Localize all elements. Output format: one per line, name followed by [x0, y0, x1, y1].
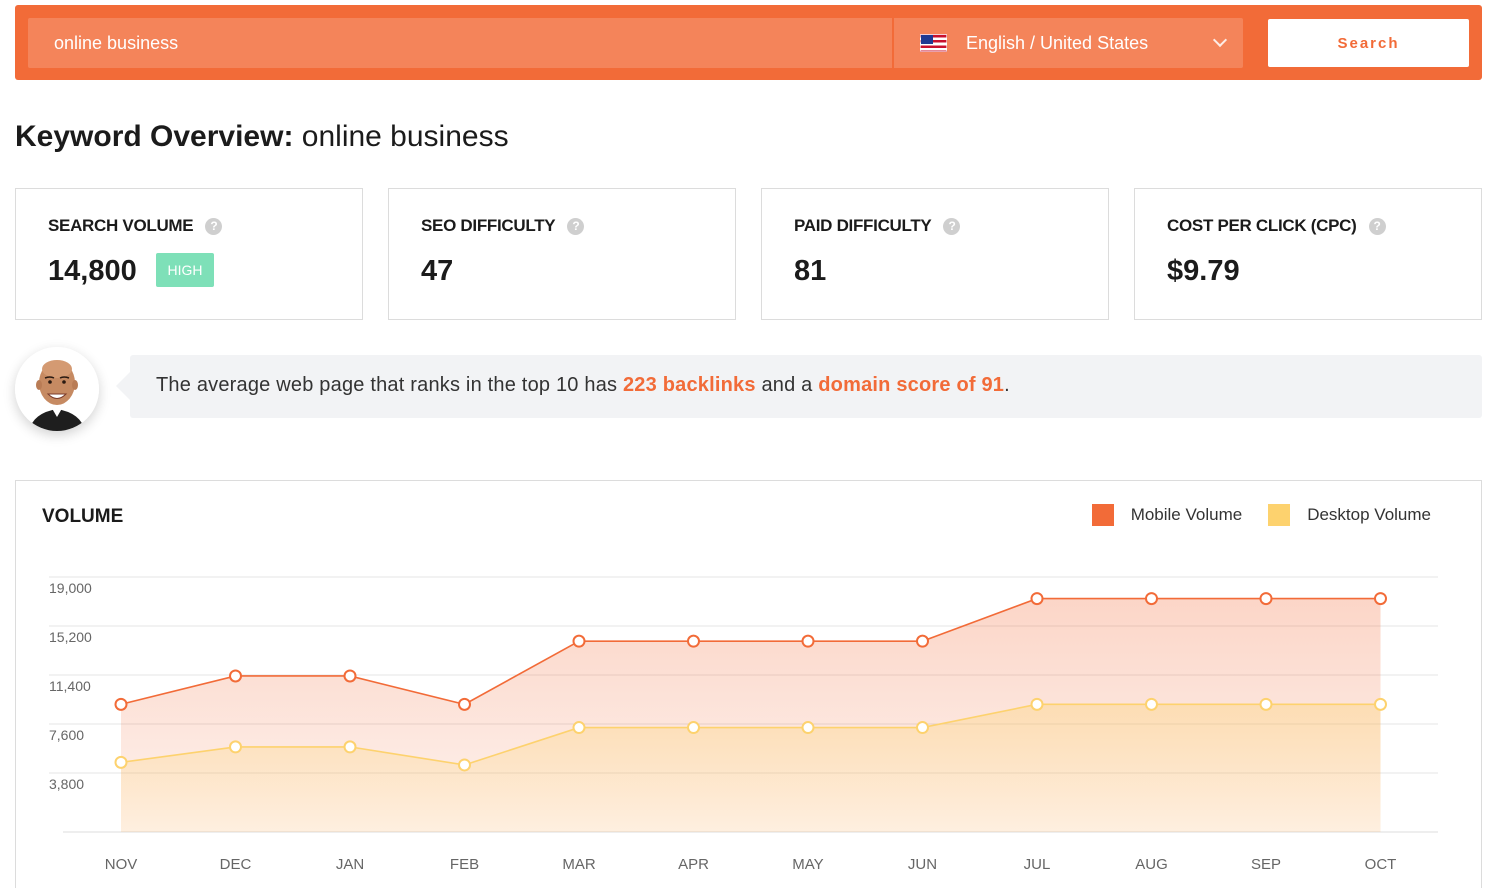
- chart-title: VOLUME: [42, 506, 124, 527]
- desktop-data-point: [916, 721, 929, 735]
- chart-legend: Mobile Volume Desktop Volume: [1066, 504, 1431, 526]
- mobile-data-point: [1374, 592, 1387, 606]
- page-title-label: Keyword Overview:: [15, 120, 294, 153]
- portrait-illustration: [15, 347, 99, 431]
- desktop-data-point: [1145, 697, 1158, 711]
- insight-banner: The average web page that ranks in the t…: [116, 355, 1482, 418]
- mobile-series-line: [120, 597, 1381, 706]
- paid-difficulty-label: PAID DIFFICULTY: [794, 216, 932, 235]
- help-icon[interactable]: ?: [205, 217, 223, 235]
- desktop-data-point: [458, 758, 471, 772]
- seo-difficulty-value: 47: [421, 255, 454, 287]
- x-tick-label: MAR: [562, 856, 596, 873]
- desktop-data-point: [229, 740, 242, 754]
- volume-chart: 19,000 15,200 11,400 7,600 3,800 NOV DEC JAN FEB…: [49, 576, 1438, 873]
- y-tick-label: 15,200: [49, 629, 92, 645]
- status-badge: HIGH: [156, 253, 214, 287]
- x-tick-label: APR: [678, 856, 709, 873]
- language-label: English / United States: [966, 32, 1149, 53]
- page-title-keyword: online business: [301, 120, 509, 153]
- mobile-swatch: [1091, 504, 1114, 526]
- desktop-data-point: [343, 740, 357, 754]
- x-tick-label: OCT: [1365, 856, 1397, 873]
- seo-difficulty-card: SEO DIFFICULTY ? 47: [388, 188, 736, 320]
- help-icon[interactable]: ?: [567, 217, 585, 235]
- y-tick-label: 7,600: [49, 727, 84, 743]
- insight-middle: and a: [755, 374, 819, 396]
- y-tick-label: 11,400: [49, 678, 91, 694]
- legend-label-mobile: Mobile Volume: [1130, 505, 1243, 524]
- mobile-data-point: [572, 634, 586, 648]
- paid-difficulty-card: PAID DIFFICULTY ? 81: [761, 188, 1109, 320]
- x-tick-label: JAN: [336, 856, 364, 873]
- search-volume-label: SEARCH VOLUME: [48, 216, 194, 235]
- x-tick-label: MAY: [792, 856, 823, 873]
- us-flag-icon: [920, 34, 947, 52]
- x-tick-label: JUL: [1024, 856, 1051, 873]
- mobile-data-point: [343, 669, 357, 683]
- mobile-data-point: [916, 634, 929, 648]
- legend-label-desktop: Desktop Volume: [1307, 505, 1431, 524]
- mobile-data-point: [687, 634, 700, 648]
- help-icon[interactable]: ?: [943, 217, 961, 235]
- cpc-card: COST PER CLICK (CPC) ? $9.79: [1134, 188, 1482, 320]
- desktop-data-point: [572, 721, 586, 735]
- page-title: Keyword Overview: online business: [15, 120, 509, 154]
- desktop-data-point: [1259, 697, 1273, 711]
- cpc-label: COST PER CLICK (CPC): [1167, 216, 1357, 235]
- insight-prefix: The average web page that ranks in the t…: [156, 374, 623, 396]
- insight-suffix: .: [1004, 374, 1010, 396]
- language-select[interactable]: English / United States: [894, 18, 1243, 68]
- mobile-data-point: [114, 697, 128, 711]
- insight-text: The average web page that ranks in the t…: [156, 374, 1010, 397]
- search-button[interactable]: Search: [1268, 19, 1469, 67]
- desktop-data-point: [114, 755, 128, 769]
- desktop-data-point: [801, 721, 815, 735]
- domain-score-highlight: domain score of 91: [818, 374, 1005, 396]
- desktop-swatch: [1268, 504, 1291, 526]
- mobile-data-point: [1145, 592, 1158, 606]
- seo-difficulty-label: SEO DIFFICULTY: [421, 216, 556, 235]
- search-bar: English / United States Search: [15, 5, 1482, 80]
- mobile-data-point: [1259, 592, 1273, 606]
- desktop-series-line: [120, 703, 1381, 766]
- help-icon[interactable]: ?: [1368, 217, 1386, 235]
- mobile-data-point: [458, 697, 471, 711]
- mobile-data-point: [229, 669, 242, 683]
- y-tick-label: 3,800: [49, 776, 84, 792]
- avatar: [15, 347, 99, 431]
- paid-difficulty-value: 81: [794, 255, 827, 287]
- search-input[interactable]: [28, 18, 892, 68]
- x-tick-label: DEC: [220, 856, 252, 873]
- desktop-data-point: [1030, 697, 1044, 711]
- desktop-data-point: [1374, 697, 1387, 711]
- legend-item-mobile[interactable]: Mobile Volume: [1091, 504, 1243, 526]
- y-tick-label: 19,000: [49, 580, 92, 596]
- mobile-data-point: [801, 634, 815, 648]
- x-tick-label: JUN: [908, 856, 937, 873]
- x-tick-label: AUG: [1135, 856, 1168, 873]
- x-tick-label: NOV: [105, 856, 138, 873]
- desktop-data-point: [687, 721, 700, 735]
- mobile-data-point: [1030, 592, 1044, 606]
- search-volume-card: SEARCH VOLUME ? 14,800 HIGH: [15, 188, 363, 320]
- chevron-down-icon: [1212, 32, 1228, 48]
- backlinks-highlight: 223 backlinks: [622, 374, 756, 396]
- legend-item-desktop[interactable]: Desktop Volume: [1268, 504, 1431, 526]
- search-volume-value: 14,800: [48, 255, 137, 287]
- desktop-area: [121, 704, 1381, 832]
- volume-chart-card: VOLUME Mobile Volume Desktop Volume 19,0…: [15, 480, 1482, 888]
- x-tick-label: FEB: [450, 856, 479, 873]
- cpc-value: $9.79: [1167, 255, 1240, 287]
- x-tick-label: SEP: [1251, 856, 1281, 873]
